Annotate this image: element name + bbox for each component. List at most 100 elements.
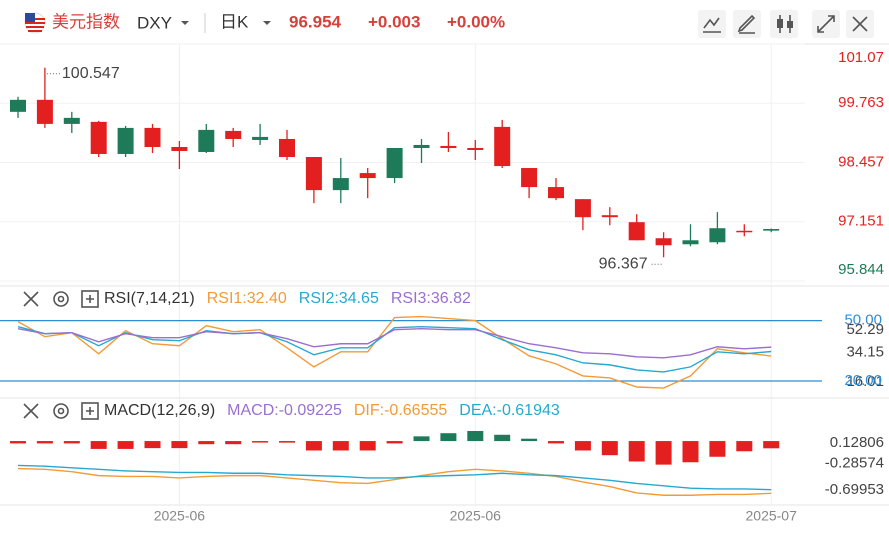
histogram-bar (144, 441, 161, 449)
y-tick-label: -0.28574 (825, 454, 884, 471)
candle-body (413, 144, 430, 148)
chart-type-button[interactable] (770, 10, 798, 38)
y-tick-label: 101.07 (838, 49, 884, 66)
candle-body (198, 129, 215, 152)
candle-body (225, 130, 242, 139)
y-tick-label: 0.12806 (830, 434, 884, 451)
indicator-line (17, 315, 772, 389)
histogram-bar (305, 441, 322, 451)
candle-body (359, 173, 376, 179)
settings-icon[interactable] (53, 291, 69, 307)
candle-body (63, 117, 80, 124)
indicator-line (17, 327, 772, 359)
y-tick-label: 95.844 (838, 261, 884, 278)
histogram-bar (225, 441, 242, 445)
y-tick-label: 98.457 (838, 153, 884, 170)
histogram-bar (359, 441, 376, 451)
candle-body (386, 147, 403, 179)
histogram-bar (279, 441, 295, 443)
y-tick-label: -0.69953 (825, 481, 884, 498)
histogram-bar (736, 441, 753, 452)
legend-entry: DIF:-0.66555 (354, 402, 447, 419)
histogram-bar (521, 438, 538, 442)
histogram-bar (36, 441, 53, 444)
toolbar (698, 10, 874, 38)
indicator-line (17, 325, 772, 373)
add-icon[interactable] (81, 402, 99, 420)
candle-body (628, 222, 645, 241)
histogram-bar (682, 441, 699, 463)
legend-entry: DEA:-0.61943 (459, 402, 560, 419)
dropdown-arrow[interactable] (181, 21, 189, 25)
candle-body (252, 136, 269, 140)
settings-icon[interactable] (57, 295, 65, 303)
symbol[interactable]: DXY (137, 13, 172, 32)
candle-body (763, 229, 780, 231)
settings-icon[interactable] (57, 407, 65, 415)
legend-entry: MACD:-0.09225 (227, 402, 342, 419)
histogram-bar (440, 433, 457, 442)
settings-icon[interactable] (53, 403, 69, 419)
histogram-bar (628, 441, 645, 462)
remove-icon[interactable] (23, 403, 39, 419)
histogram-bar (574, 441, 591, 451)
indicator-line (17, 467, 772, 496)
histogram-bar (198, 441, 215, 445)
candle-body (332, 178, 349, 191)
histogram-bar (90, 441, 107, 449)
indicator-title: MACD(12,26,9) (104, 402, 215, 419)
index-name[interactable]: 美元指数 (52, 12, 120, 31)
histogram-bar (709, 441, 726, 457)
candle-body (736, 230, 753, 233)
period[interactable]: 日K (220, 12, 249, 31)
candle-body (601, 215, 618, 218)
histogram-bar (494, 434, 511, 442)
candle-body (144, 127, 161, 147)
histogram-bar (548, 441, 564, 444)
histogram-bar (467, 431, 484, 442)
candle-body (90, 121, 107, 154)
y-tick-label: 52.29 (846, 321, 884, 338)
candle-body (709, 228, 726, 243)
legend-entry: RSI1:32.40 (207, 290, 287, 307)
close-button[interactable] (846, 10, 874, 38)
y-tick-label: 16.01 (846, 373, 884, 390)
change: +0.003 (368, 12, 420, 31)
candle-body (574, 199, 591, 218)
add-icon[interactable] (81, 290, 99, 308)
candle-body (171, 146, 188, 151)
histogram-bar (117, 441, 134, 449)
histogram-bar (63, 441, 80, 444)
price: 96.954 (289, 12, 342, 31)
remove-icon[interactable] (23, 291, 39, 307)
x-tick-label: 2025-06 (450, 508, 502, 524)
indicator-button[interactable] (698, 10, 726, 38)
fullscreen-button[interactable] (812, 10, 840, 38)
candle-body (440, 145, 457, 148)
y-tick-label: 97.151 (838, 213, 884, 230)
candle-body (682, 240, 699, 245)
candle-body (494, 126, 511, 167)
histogram-bar (386, 441, 403, 444)
add-icon[interactable] (86, 295, 94, 303)
candle-body (305, 157, 322, 191)
candle-body (655, 238, 672, 246)
dropdown-arrow[interactable] (263, 21, 271, 25)
y-tick-label: 99.763 (838, 94, 884, 111)
histogram-bar (763, 441, 780, 449)
indicator-line (17, 464, 772, 491)
candle-body (548, 187, 564, 199)
reference-label: 50.00 (844, 312, 882, 329)
draw-button[interactable] (733, 10, 761, 38)
change-percent: +0.00% (447, 12, 505, 31)
histogram-bar (655, 441, 672, 465)
flag (24, 12, 46, 34)
min-annotation: 96.367 (599, 256, 648, 273)
candle-body (10, 99, 26, 112)
x-tick-label: 2025-07 (746, 508, 798, 524)
legend-entry: RSI3:36.82 (391, 290, 471, 307)
add-icon[interactable] (86, 407, 94, 415)
